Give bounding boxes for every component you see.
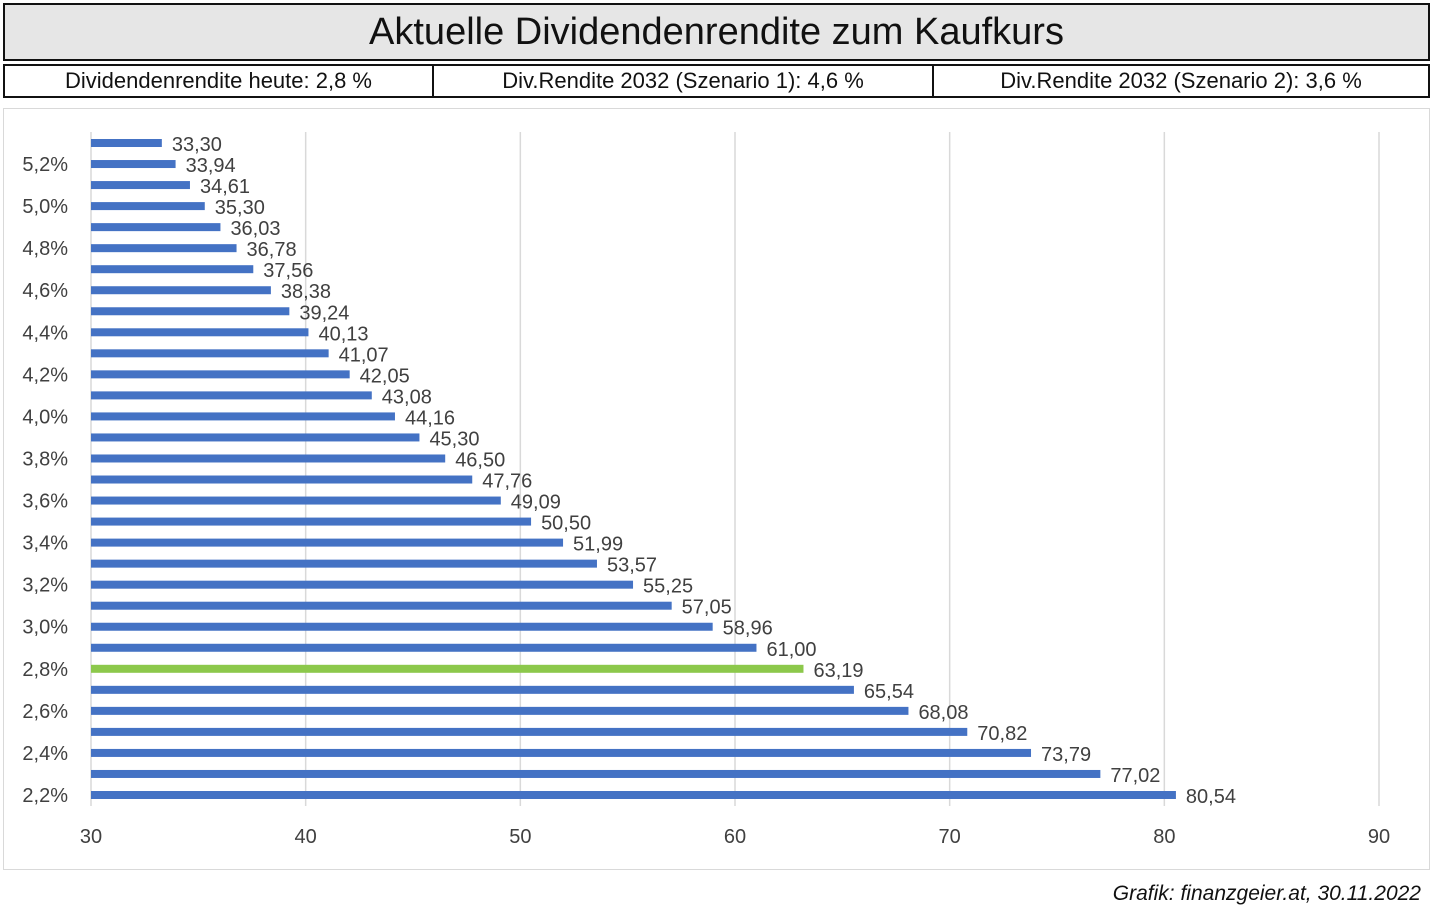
category-label: 4,6% [22,280,68,302]
bar [91,559,597,568]
value-label: 43,08 [382,386,432,408]
category-label: 4,8% [22,238,68,260]
value-label: 33,94 [186,155,236,177]
bar [91,748,1032,757]
category-label: 2,6% [22,701,68,723]
value-label: 34,61 [200,176,250,198]
value-label: 68,08 [918,702,968,724]
x-tick-label: 80 [1153,826,1175,848]
info-row: Dividendenrendite heute: 2,8 % Div.Rendi… [3,64,1430,98]
value-label: 55,25 [643,576,693,598]
category-label: 3,2% [22,575,68,597]
bar [91,223,221,232]
value-label: 58,96 [723,618,773,640]
value-label: 61,00 [766,639,816,661]
chart-title: Aktuelle Dividendenrendite zum Kaufkurs [3,3,1430,61]
bar [91,349,329,358]
category-label: 5,2% [22,154,68,176]
bar [91,517,532,526]
value-label: 46,50 [455,449,505,471]
category-label: 4,4% [22,322,68,344]
value-label: 36,78 [247,239,297,261]
bar [91,601,672,610]
value-label: 47,76 [482,471,532,493]
bar [91,496,501,505]
bar [91,160,176,169]
bar [91,307,290,316]
bar [91,727,968,736]
value-label: 50,50 [541,513,591,535]
bar [91,181,190,190]
category-label: 4,0% [22,406,68,428]
x-tick-label: 30 [80,826,102,848]
bar [91,475,473,484]
bar [91,643,757,652]
value-label: 45,30 [429,428,479,450]
bar [91,202,205,211]
category-label: 3,4% [22,533,68,555]
value-label: 38,38 [281,281,331,303]
category-label: 4,2% [22,364,68,386]
bar [91,538,564,547]
value-label: 49,09 [511,492,561,514]
bar [91,265,254,274]
value-label: 42,05 [360,365,410,387]
bar [91,370,350,379]
footer-credit: Grafik: finanzgeier.at, 30.11.2022 [1112,882,1421,905]
bar [91,244,237,253]
x-tick-label: 50 [509,826,531,848]
x-tick-label: 90 [1368,826,1390,848]
value-label: 39,24 [299,302,349,324]
value-label: 63,19 [813,660,863,682]
value-label: 53,57 [607,555,657,577]
category-label: 2,2% [22,785,68,807]
bar [91,412,395,421]
bar [91,328,309,337]
value-label: 80,54 [1186,786,1236,808]
value-label: 40,13 [318,323,368,345]
info-current-yield: Dividendenrendite heute: 2,8 % [5,66,434,96]
bar [91,580,634,589]
chart-frame [3,108,1430,870]
value-label: 70,82 [977,723,1027,745]
value-label: 57,05 [682,597,732,619]
bar [91,622,713,631]
bar [91,706,909,715]
info-scenario-1: Div.Rendite 2032 (Szenario 1): 4,6 % [434,66,934,96]
value-label: 37,56 [263,260,313,282]
value-label: 44,16 [405,407,455,429]
value-label: 73,79 [1041,744,1091,766]
bar [91,769,1101,778]
category-label: 3,0% [22,617,68,639]
value-label: 77,02 [1110,765,1160,787]
value-label: 33,30 [172,134,222,156]
category-label: 5,0% [22,196,68,218]
category-label: 2,4% [22,743,68,765]
bar [91,685,854,694]
bar [91,454,446,463]
bar [91,664,804,673]
x-tick-label: 70 [939,826,961,848]
bar [91,286,271,295]
bar [91,391,372,400]
value-label: 35,30 [215,197,265,219]
value-label: 36,03 [230,218,280,240]
value-label: 51,99 [573,534,623,556]
category-label: 3,6% [22,491,68,513]
bar [91,139,162,147]
category-label: 3,8% [22,448,68,470]
value-label: 65,54 [864,681,914,703]
info-scenario-2: Div.Rendite 2032 (Szenario 2): 3,6 % [1000,68,1362,93]
category-label: 2,8% [22,659,68,681]
x-tick-label: 60 [724,826,746,848]
x-tick-label: 40 [295,826,317,848]
value-label: 41,07 [339,344,389,366]
bar [91,791,1176,799]
bar [91,433,420,442]
